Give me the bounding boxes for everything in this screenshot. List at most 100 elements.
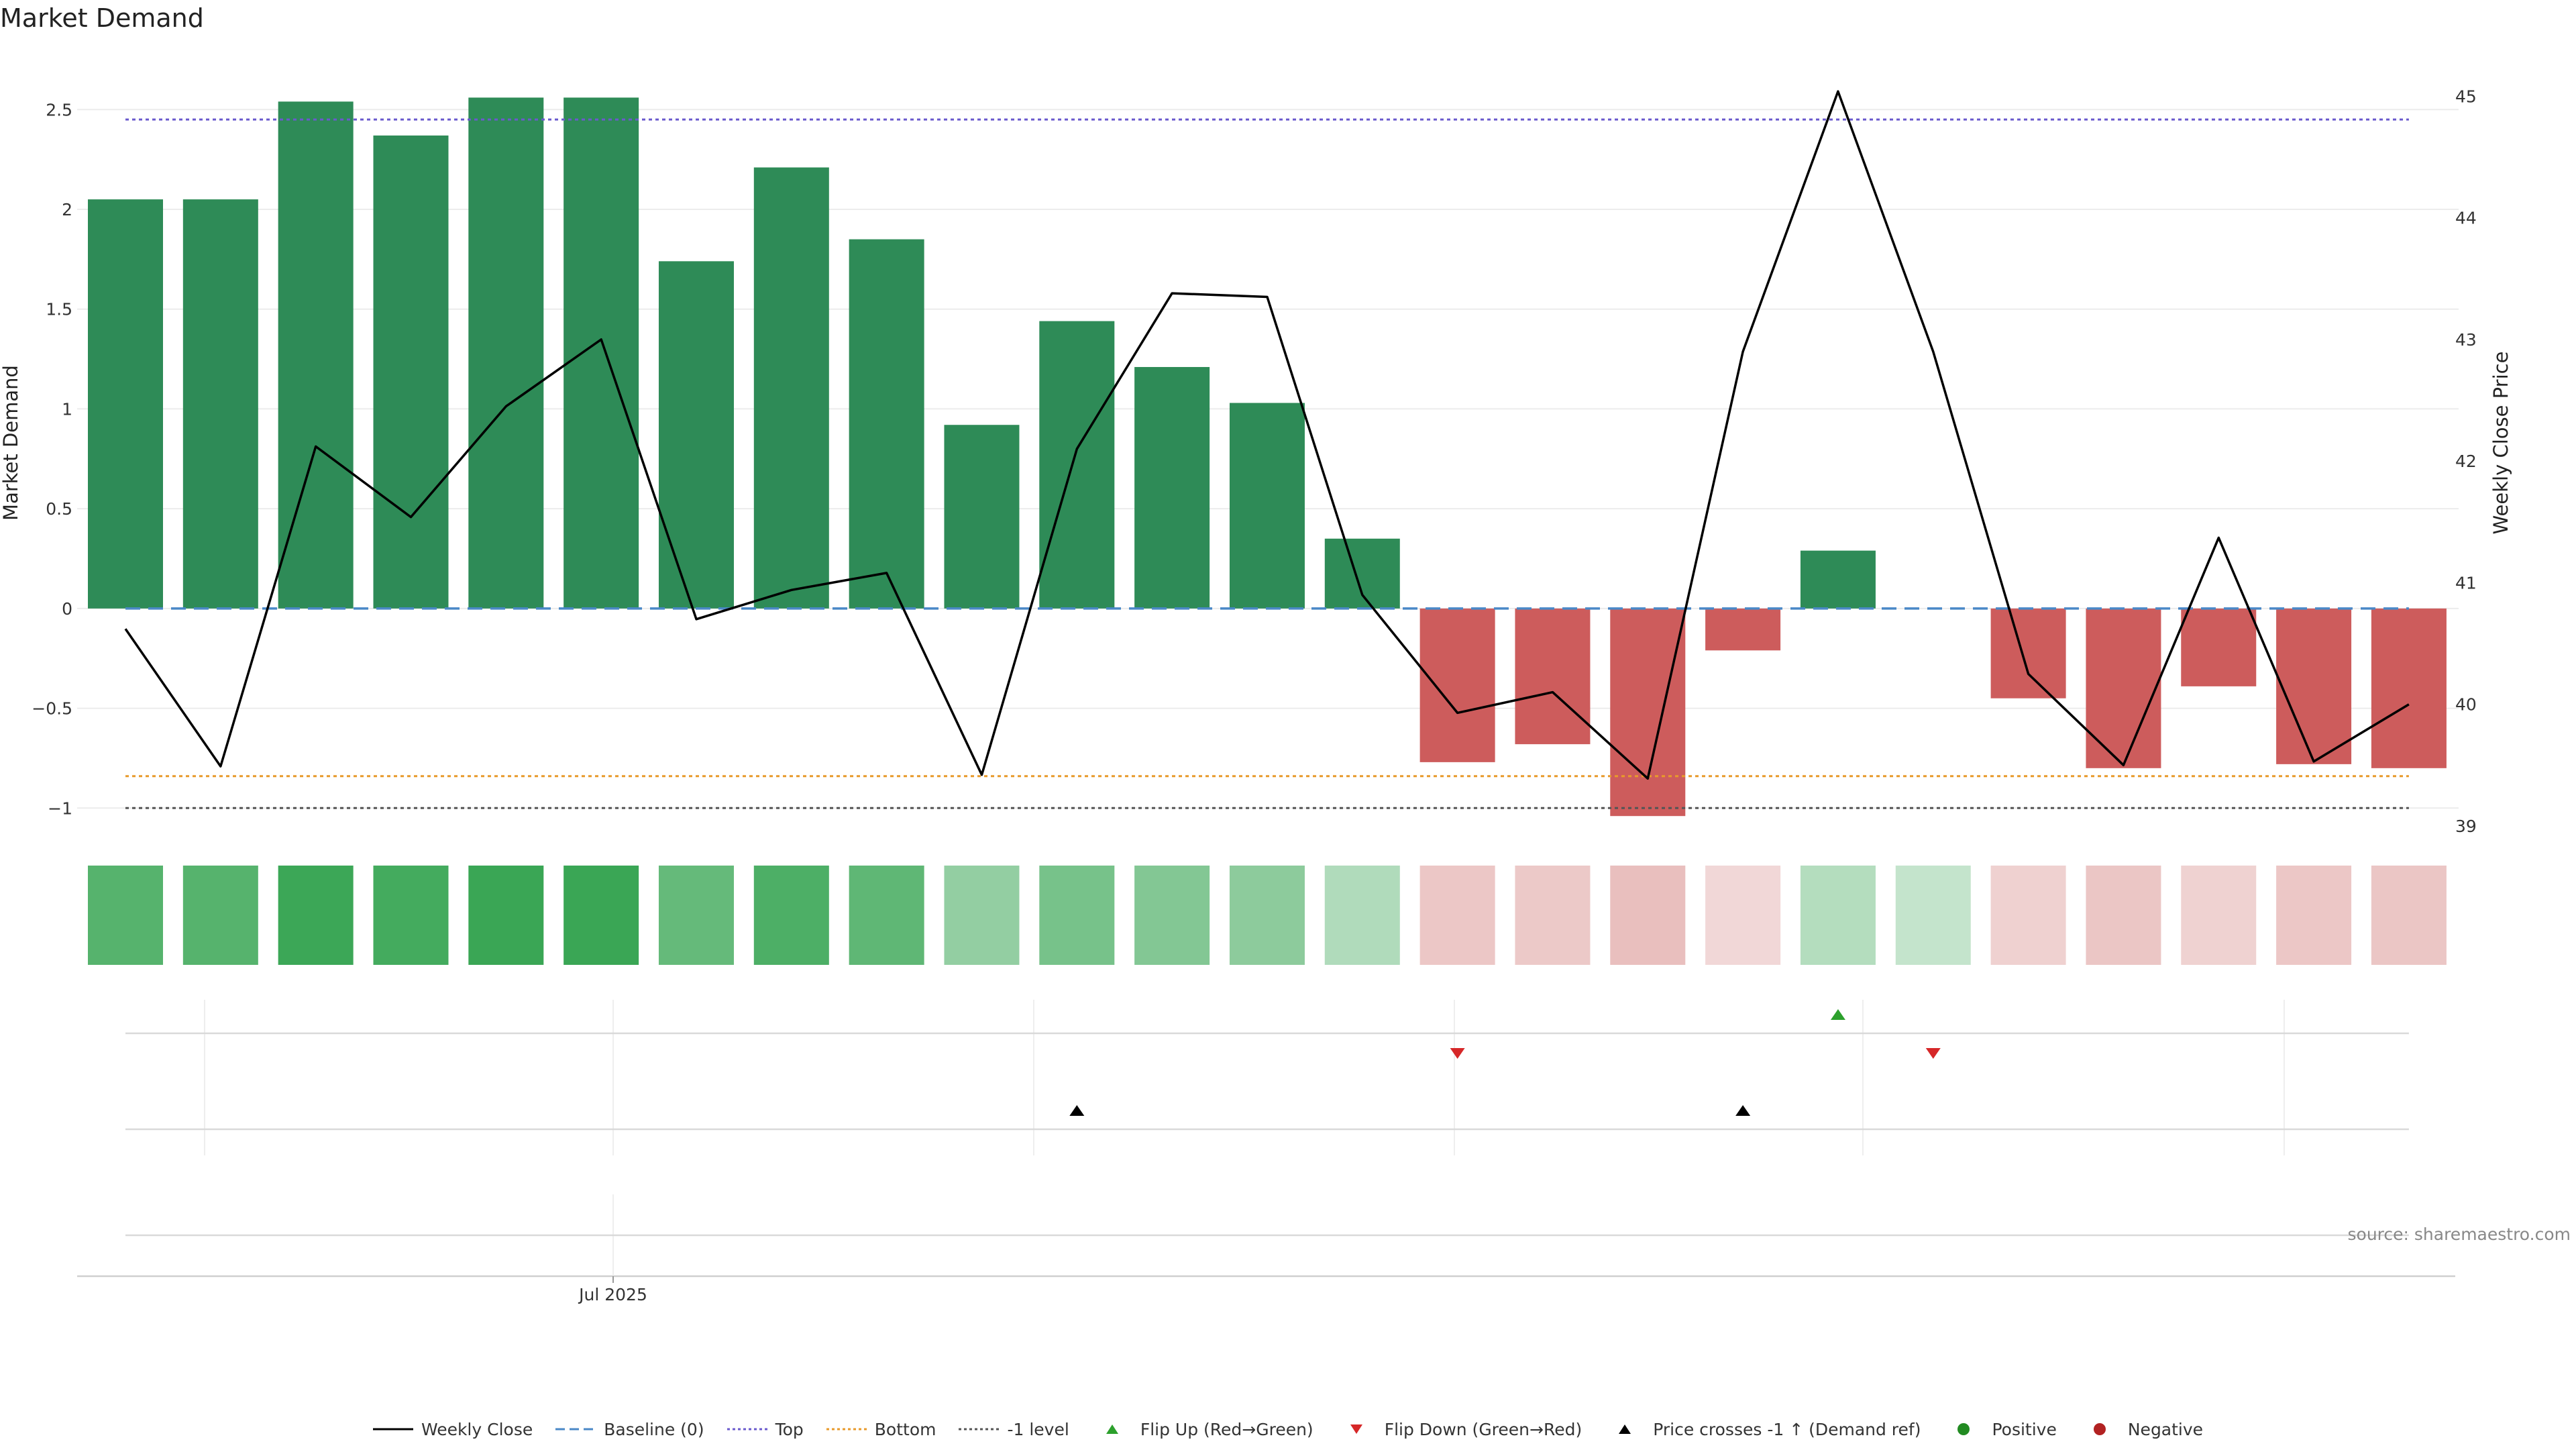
legend-label: Negative	[2127, 1419, 2204, 1439]
heat-cell	[373, 866, 449, 965]
legend-label: Weekly Close	[421, 1419, 533, 1439]
legend-swatch-icon	[826, 1428, 867, 1431]
heat-cell	[1610, 866, 1686, 965]
heat-cell	[1134, 866, 1210, 965]
demand-bar	[1134, 366, 1210, 609]
heat-cell	[88, 866, 163, 965]
heat-cell	[2181, 866, 2257, 965]
demand-bar	[468, 97, 544, 609]
legend-label: Bottom	[874, 1419, 936, 1439]
x-tick-label: Jul 2025	[578, 1285, 647, 1304]
source-note: source: sharemaestro.com	[2348, 1225, 2571, 1244]
legend-swatch-icon	[727, 1428, 767, 1431]
heat-cell	[278, 866, 354, 965]
heat-cell	[753, 866, 829, 965]
heat-cell	[658, 866, 734, 965]
y-tick-label: −1	[48, 798, 72, 818]
y-axis-label: Market Demand	[0, 365, 22, 521]
y2-tick-label: 39	[2455, 817, 2477, 836]
demand-heat-strip	[88, 866, 2447, 965]
demand-bars	[88, 97, 2447, 817]
y-tick-label: 2.5	[46, 100, 72, 119]
flip-up-marker	[1830, 1009, 1845, 1020]
y2-tick-label: 40	[2455, 695, 2477, 715]
heat-cell	[1229, 866, 1305, 965]
legend-item: Flip Down (Green→Red)	[1336, 1420, 1582, 1439]
price-cross-marker	[1735, 1105, 1751, 1116]
heat-cell	[182, 866, 258, 965]
legend-item: Weekly Close	[372, 1419, 533, 1439]
y2-tick-label: 43	[2455, 330, 2477, 350]
weekly-close-line	[124, 90, 2410, 780]
legend-swatch-icon	[372, 1428, 413, 1431]
y-tick-label: −0.5	[32, 699, 72, 719]
legend-item: -1 level	[959, 1420, 1069, 1439]
heat-cell	[1515, 866, 1591, 965]
heat-cell	[944, 866, 1020, 965]
demand-bar	[1610, 608, 1686, 817]
legend-item: Positive	[1943, 1419, 2057, 1439]
y-tick-label: 0	[62, 599, 72, 619]
price-cross-marker	[1069, 1105, 1085, 1116]
demand-bar	[2181, 608, 2257, 686]
legend-item: Flip Up (Red→Green)	[1092, 1420, 1313, 1439]
demand-bar	[1039, 321, 1115, 609]
legend-swatch-icon	[1619, 1424, 1631, 1434]
heat-cell	[2371, 866, 2447, 965]
heat-cell	[849, 866, 924, 965]
legend-label: Flip Up (Red→Green)	[1140, 1419, 1313, 1439]
chart-title: Market Demand	[0, 3, 204, 33]
legend-label: -1 level	[1007, 1419, 1069, 1439]
heat-cell	[1800, 866, 1876, 965]
flip-down-marker	[1925, 1048, 1941, 1059]
legend-item: Price crosses -1 ↑ (Demand ref)	[1605, 1420, 1921, 1439]
legend-item: Bottom	[826, 1420, 936, 1439]
legend-label: Positive	[1992, 1419, 2057, 1439]
legend-swatch-icon	[1350, 1424, 1362, 1434]
flip-down-marker	[1450, 1048, 1465, 1059]
demand-bar	[88, 199, 163, 609]
y-tick-label: 1	[62, 399, 72, 419]
heat-cell	[564, 866, 639, 965]
legend-item: Top	[727, 1420, 804, 1439]
heat-cell	[468, 866, 544, 965]
demand-bar	[1229, 403, 1305, 609]
demand-bar	[564, 97, 639, 609]
heat-cell	[1895, 866, 1971, 965]
heat-cell	[2276, 866, 2352, 965]
heat-cell	[1705, 866, 1781, 965]
heat-cell	[2086, 866, 2161, 965]
demand-bar	[658, 261, 734, 609]
legend-label: Top	[775, 1419, 804, 1439]
legend-swatch-icon	[1957, 1423, 1970, 1435]
legend-label: Flip Down (Green→Red)	[1384, 1419, 1582, 1439]
demand-bar	[182, 199, 258, 609]
signal-panels: Jul 2025	[77, 1000, 2455, 1304]
demand-bar	[1419, 608, 1495, 762]
reference-levels	[125, 118, 2409, 809]
legend-swatch-icon	[555, 1428, 596, 1431]
demand-bar	[944, 425, 1020, 609]
legend-label: Baseline (0)	[604, 1419, 704, 1439]
demand-bar	[1515, 608, 1591, 745]
demand-bar	[1800, 550, 1876, 609]
demand-bar	[753, 167, 829, 609]
y-tick-label: 1.5	[46, 300, 72, 319]
demand-bar	[2371, 608, 2447, 768]
demand-bar	[849, 239, 924, 609]
legend-item: Negative	[2080, 1420, 2203, 1439]
y2-tick-label: 41	[2455, 573, 2477, 592]
demand-bar	[1705, 608, 1781, 651]
heat-cell	[1039, 866, 1115, 965]
close-price-line	[124, 90, 2410, 780]
demand-bar	[2276, 608, 2352, 764]
legend-item: Baseline (0)	[555, 1420, 704, 1439]
heat-cell	[1990, 866, 2066, 965]
y-tick-label: 0.5	[46, 499, 72, 519]
demand-bar	[373, 135, 449, 609]
legend-swatch-icon	[2093, 1423, 2106, 1435]
legend-label: Price crosses -1 ↑ (Demand ref)	[1653, 1419, 1921, 1439]
chart-legend: Weekly Close Baseline (0) Top Bottom -1 leve…	[0, 1416, 2576, 1443]
